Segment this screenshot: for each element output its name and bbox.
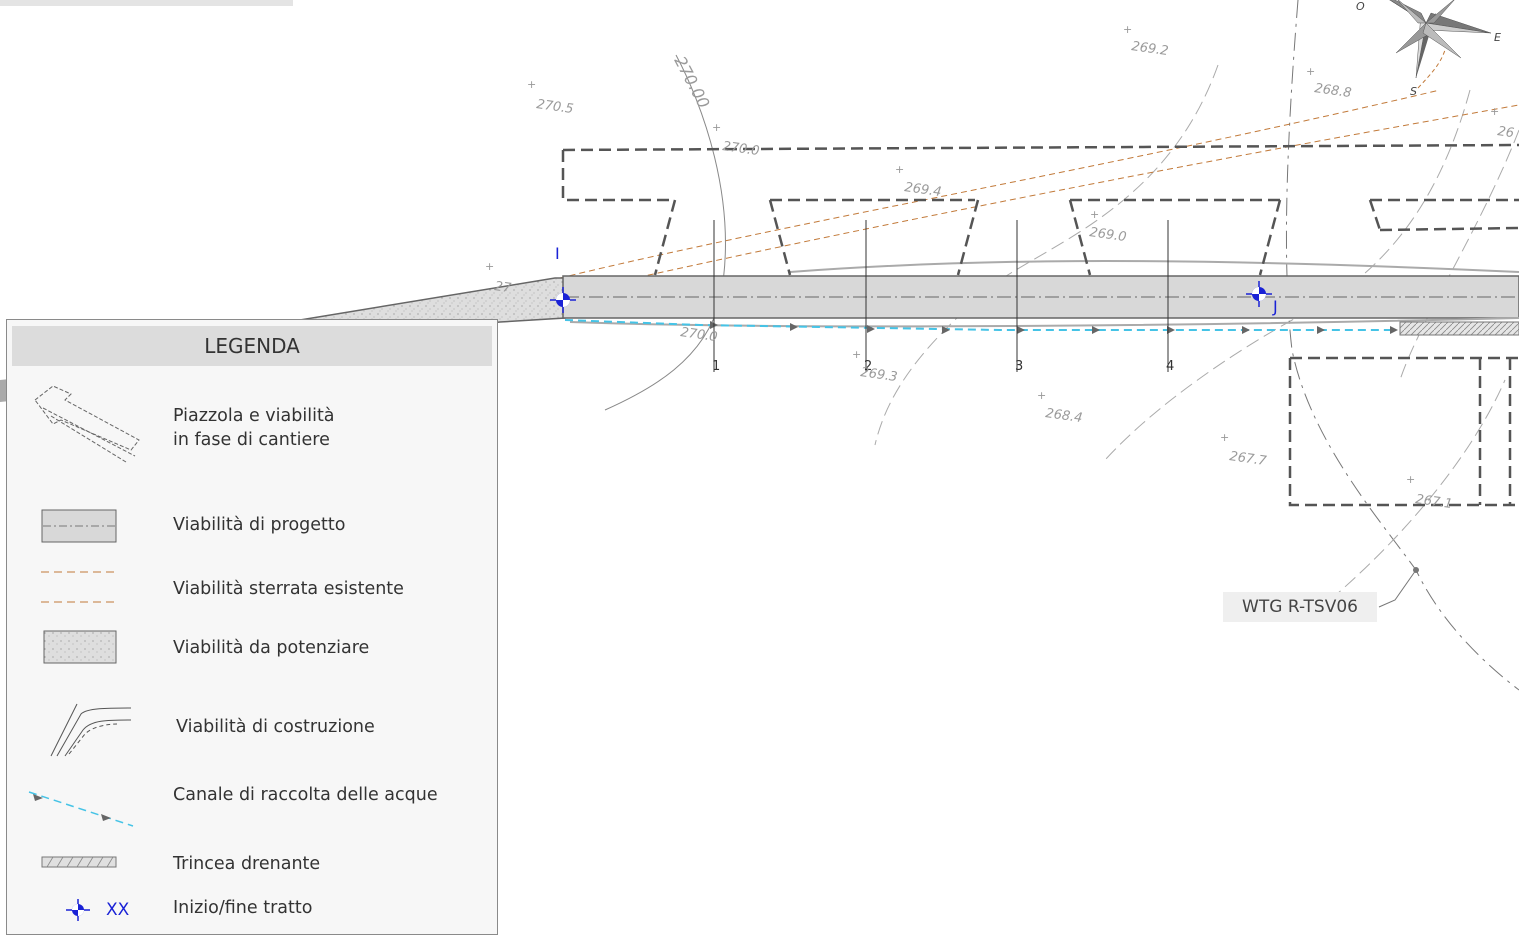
legend-panel: LEGENDA Piazzola e viabilità in fase di … — [6, 319, 498, 935]
spot-height: 267.7 — [1228, 449, 1268, 469]
turbine-label: WTG R-TSV06 — [1223, 592, 1377, 622]
project-road-icon — [41, 509, 117, 543]
embankment-edge — [789, 260, 1519, 273]
contour-line — [1104, 89, 1471, 461]
svg-text:+: + — [527, 78, 536, 91]
end-marker-icon — [1246, 281, 1272, 307]
end-point-label: J — [1272, 297, 1278, 316]
spot-height: 267.1 — [1414, 492, 1453, 512]
section-label: 1 — [712, 359, 720, 374]
legend-label: Viabilità di costruzione — [176, 717, 375, 737]
upgrade-road-icon — [43, 630, 117, 664]
crane-pad-outline-icon — [34, 385, 140, 463]
drain-trench — [1399, 321, 1519, 336]
contour-line — [604, 54, 726, 411]
svg-text:+: + — [1037, 389, 1046, 402]
turbine-radius-line — [1285, 0, 1519, 691]
water-channel — [564, 319, 1395, 331]
existing-dirt-road — [559, 89, 1441, 279]
spot-height: 26 — [1496, 124, 1514, 141]
legend-label: Trincea drenante — [173, 854, 321, 874]
legend-label: Viabilità di progetto — [173, 515, 346, 535]
svg-text:+: + — [852, 348, 861, 361]
section-lines — [713, 220, 1169, 372]
crane-pad-outline — [1288, 356, 1519, 507]
existing-dirt-road — [559, 104, 1519, 296]
turbine-leader-line — [1378, 569, 1417, 608]
svg-text:+: + — [1123, 23, 1132, 36]
spot-height: 269.0 — [1088, 225, 1127, 245]
legend-title: LEGENDA — [12, 326, 492, 366]
legend-label: Piazzola e viabilità in fase di cantiere — [173, 406, 335, 450]
start-point-label: I — [555, 244, 560, 263]
compass-south-label: S — [1410, 85, 1417, 98]
spot-height: 269.4 — [903, 180, 942, 200]
compass-east-label: E — [1494, 31, 1501, 44]
legend-label: Canale di raccolta delle acque — [173, 785, 438, 805]
water-channel-icon — [28, 791, 134, 827]
water-channel-arrows — [710, 321, 1398, 334]
construction-road-icon — [50, 703, 132, 757]
start-end-marker-icon — [66, 899, 90, 921]
start-marker-icon — [550, 287, 576, 313]
svg-text:+: + — [1090, 208, 1099, 221]
crane-pad-outline — [653, 199, 1382, 276]
marker-symbol-text: XX — [106, 900, 130, 920]
embankment-edge — [569, 317, 1519, 328]
spot-height: 270.0 — [721, 139, 760, 159]
legend-label: Viabilità da potenziare — [173, 638, 370, 658]
svg-text:+: + — [712, 121, 721, 134]
contour-line — [1399, 129, 1519, 381]
spot-height: 269.2 — [1130, 39, 1169, 59]
svg-text:+: + — [1306, 65, 1315, 78]
compass-west-label: O — [1356, 0, 1365, 13]
legend-label: Viabilità sterrata esistente — [173, 579, 404, 599]
spot-height: 27 — [493, 279, 512, 296]
contour-line — [874, 64, 1219, 446]
legend-label: Inizio/fine tratto — [173, 898, 313, 918]
contour-line — [1329, 379, 1506, 601]
compass-rose-icon — [1389, 0, 1492, 79]
svg-text:+: + — [895, 163, 904, 176]
spot-height: 268.8 — [1313, 81, 1352, 101]
svg-text:+: + — [1406, 473, 1415, 486]
header-strip — [0, 0, 293, 6]
section-label: 2 — [864, 359, 872, 374]
spot-height: 270.0 — [679, 325, 718, 345]
section-label: 3 — [1015, 359, 1023, 374]
contour-label: 270.00 — [670, 53, 713, 111]
drain-trench-icon — [41, 856, 117, 868]
spot-height: 269.3 — [859, 365, 898, 385]
crane-pad-outline — [561, 143, 1519, 232]
svg-text:+: + — [1220, 431, 1229, 444]
section-label: 4 — [1166, 359, 1174, 374]
svg-text:+: + — [1490, 105, 1499, 118]
svg-text:+: + — [485, 260, 494, 273]
spot-height: 270.5 — [535, 97, 574, 117]
spot-height: 268.4 — [1044, 406, 1083, 426]
dirt-road-icon — [41, 571, 117, 603]
